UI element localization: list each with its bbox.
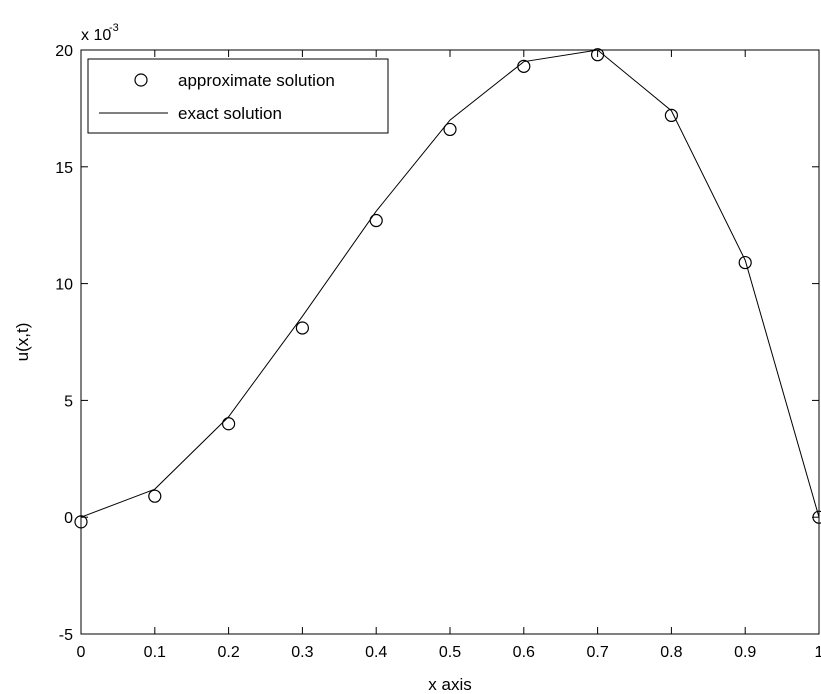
- exact-solution-line: [80, 49, 820, 518]
- approximate-solution-point: [590, 48, 605, 62]
- x-tick-label: 0: [77, 644, 86, 661]
- y-tick-label: -5: [59, 627, 73, 644]
- x-tick-label: 0.3: [291, 644, 313, 661]
- x-tick-label: 0.8: [660, 644, 682, 661]
- approximate-solution-series: [74, 48, 821, 529]
- y-tick-label: 0: [64, 510, 73, 527]
- x-tick-label: 0.9: [734, 644, 756, 661]
- y-tick-label: 5: [64, 393, 73, 410]
- approximate-solution-point: [222, 417, 236, 431]
- approximate-solution-point: [517, 59, 531, 73]
- approximate-solution-point: [369, 213, 383, 228]
- approximate-solution-point: [664, 108, 679, 123]
- approximate-solution-point: [74, 515, 88, 529]
- x-axis-label: x axis: [428, 675, 471, 694]
- y-multiplier-base: x 10: [81, 27, 111, 44]
- x-tick-label: 0.2: [217, 644, 239, 661]
- approximate-solution-point: [812, 510, 821, 524]
- approximate-solution-point: [295, 321, 309, 335]
- x-tick-label: 0.6: [513, 644, 535, 661]
- legend-label-approximate: approximate solution: [178, 71, 335, 90]
- exact-solution-series: [80, 49, 820, 518]
- y-tick-label: 10: [55, 277, 73, 294]
- x-tick-label: 0.4: [365, 644, 387, 661]
- approximate-solution-point: [148, 489, 162, 503]
- y-axis-label: u(x,t): [13, 323, 32, 362]
- y-tick-label: 20: [55, 43, 73, 60]
- plot-area: [80, 49, 820, 635]
- legend-marker-approximate: [134, 73, 148, 87]
- approximate-solution-point: [443, 122, 457, 137]
- approximate-solution-point: [738, 255, 752, 270]
- legend-box: [87, 58, 389, 134]
- x-tick-label: 0.5: [439, 644, 461, 661]
- y-multiplier-exponent: -3: [109, 22, 119, 34]
- y-tick-label: 15: [55, 160, 73, 177]
- legend: approximate solution exact solution: [87, 58, 389, 134]
- x-tick-label: 0.7: [586, 644, 608, 661]
- x-tick-label: 0.1: [144, 644, 166, 661]
- legend-label-exact: exact solution: [178, 104, 282, 123]
- x-tick-label: 1: [815, 644, 821, 661]
